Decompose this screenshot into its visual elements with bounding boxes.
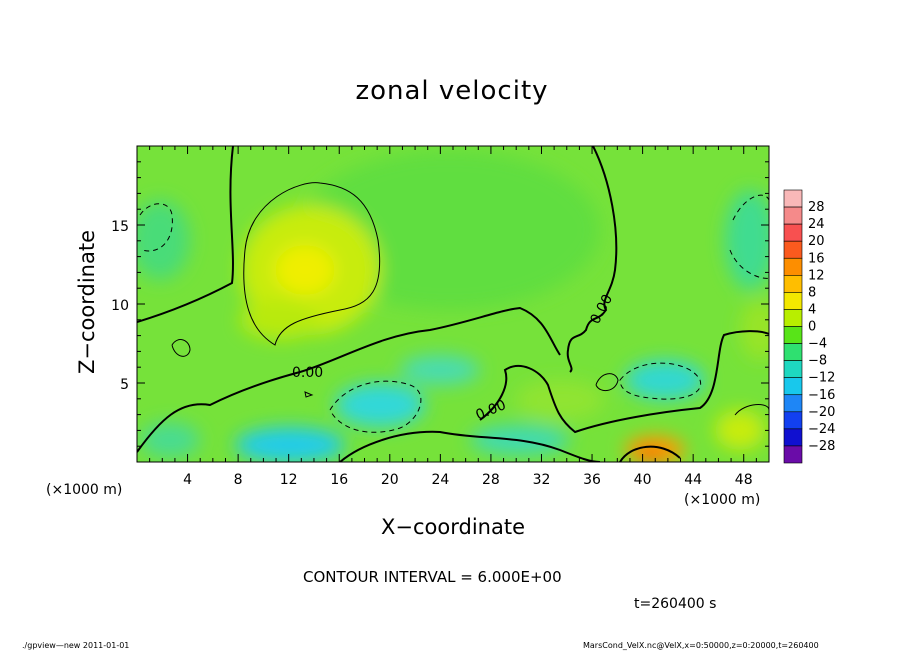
- x-tick-label: 36: [583, 472, 601, 488]
- colorbar-swatch: [783, 275, 803, 293]
- colorbar-swatch: [783, 394, 803, 413]
- colorbar-label: 0: [808, 320, 816, 335]
- velocity-field: [137, 146, 769, 462]
- colorbar-swatch: [783, 343, 803, 361]
- contour-label: 0.00: [292, 365, 323, 381]
- positive-contour: [243, 182, 381, 346]
- colorbar-swatch: [783, 411, 803, 430]
- zero-contour-bottom: [339, 430, 681, 462]
- x-tick-label: 44: [684, 472, 702, 488]
- x-tick-label: 24: [431, 472, 449, 488]
- colorbar-label: −8: [808, 354, 827, 369]
- colorbar-swatch: [783, 189, 803, 208]
- colorbar-label: −28: [808, 439, 835, 454]
- colorbar-label: −4: [808, 337, 827, 352]
- colorbar-swatch: [783, 240, 803, 259]
- time-note: t=260400 s: [634, 596, 717, 612]
- y-axis-label: Z−coordinate: [75, 230, 99, 374]
- x-axis-label: X−coordinate: [381, 515, 525, 539]
- x-axis-ticks: 4 8 12 16 20 24 28 32 36 40 44 48: [149, 146, 757, 488]
- x-tick-label: 48: [735, 472, 753, 488]
- colorbar-label: −12: [808, 371, 835, 386]
- y-tick-label: 5: [120, 377, 129, 393]
- colorbar-label: 8: [808, 285, 816, 300]
- colorbar-label: −16: [808, 388, 835, 403]
- x-tick-label: 4: [183, 472, 192, 488]
- x-tick-label: 12: [280, 472, 298, 488]
- chart-title: zonal velocity: [355, 76, 549, 106]
- y-axis-unit: (×1000 m): [46, 482, 123, 498]
- colorbar-swatch: [783, 257, 803, 276]
- colorbar-label: 24: [808, 217, 825, 232]
- colorbar-label: 16: [808, 251, 825, 266]
- colorbar-label: 4: [808, 302, 816, 317]
- footer-right: MarsCond_VelX.nc@VelX,x=0:50000,z=0:2000…: [583, 641, 819, 650]
- small-contours: [171, 339, 769, 416]
- zero-contour-upper: [137, 146, 618, 373]
- x-tick-label: 20: [381, 472, 399, 488]
- colorbar-label: −20: [808, 405, 835, 420]
- x-tick-label: 32: [533, 472, 551, 488]
- y-tick-label: 15: [111, 219, 129, 235]
- footer-left: ./gpview—new 2011-01-01: [22, 641, 130, 650]
- colorbar-label: 12: [808, 268, 825, 283]
- colorbar-swatch: [783, 445, 803, 464]
- colorbar: 28 24 20 16 12 8 4 0 −4 −8 −12 −16 −20 −24 −28: [783, 189, 835, 464]
- colorbar-label: 20: [808, 234, 825, 249]
- zero-contour-middle: [137, 306, 561, 453]
- colorbar-swatch: [783, 360, 803, 378]
- colorbar-swatch: [783, 326, 803, 344]
- y-tick-label: 10: [111, 298, 129, 314]
- colorbar-swatch: [783, 223, 803, 242]
- colorbar-swatch: [783, 428, 803, 447]
- colorbar-label: 28: [808, 200, 825, 215]
- y-axis-ticks: 5 10 15: [111, 161, 769, 447]
- zero-contour-lower: [479, 330, 769, 434]
- colorbar-label: −24: [808, 422, 835, 437]
- contour-lines: [137, 146, 769, 462]
- x-tick-label: 8: [234, 472, 243, 488]
- x-axis-unit: (×1000 m): [684, 492, 761, 508]
- colorbar-swatch: [783, 292, 803, 310]
- negative-contour-dashed: [139, 194, 769, 433]
- contour-interval-note: CONTOUR INTERVAL = 6.000E+00: [303, 568, 562, 586]
- x-tick-label: 16: [330, 472, 348, 488]
- colorbar-swatch: [783, 206, 803, 225]
- colorbar-swatch: [783, 309, 803, 327]
- x-tick-label: 40: [634, 472, 652, 488]
- x-tick-label: 28: [482, 472, 500, 488]
- colorbar-swatch: [783, 377, 803, 396]
